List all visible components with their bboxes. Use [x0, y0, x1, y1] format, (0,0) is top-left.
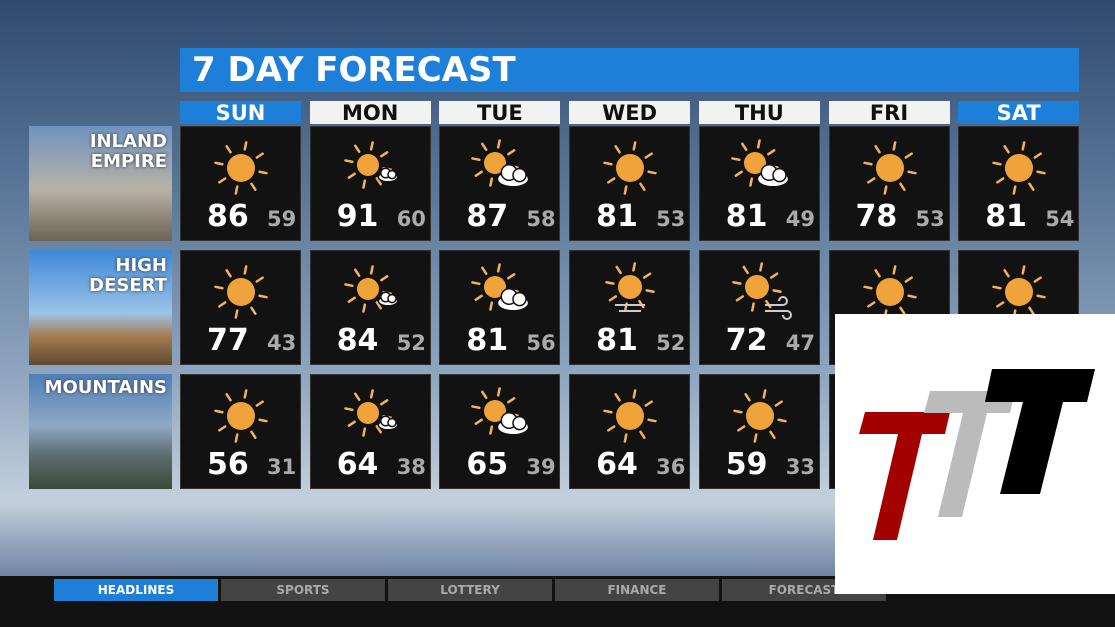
- forecast-cell: 81 52: [569, 250, 691, 365]
- high-temp: 84: [336, 323, 379, 358]
- region-image: MOUNTAINS: [29, 374, 172, 489]
- high-temp: 78: [855, 199, 898, 234]
- forecast-cell: 91 60: [309, 126, 431, 241]
- low-temp: 52: [656, 331, 686, 355]
- day-header-fri: FRI: [828, 101, 950, 125]
- high-temp: 87: [466, 199, 509, 234]
- region-label: INLAND EMPIRE: [89, 131, 167, 172]
- ticker-tab-finance[interactable]: FINANCE: [555, 579, 719, 601]
- sun-icon: [603, 141, 657, 195]
- low-temp: 56: [526, 331, 556, 355]
- low-temp: 52: [396, 331, 426, 355]
- partly-cloudy-icon: [471, 139, 530, 188]
- sun-icon: [992, 141, 1046, 195]
- forecast-cell: 65 39: [439, 374, 561, 489]
- day-header-wed: WED: [569, 101, 691, 125]
- low-temp: 31: [267, 455, 297, 479]
- ticker-tab-sports[interactable]: SPORTS: [221, 579, 385, 601]
- forecast-cell: 84 52: [309, 250, 431, 365]
- low-temp: 36: [656, 455, 686, 479]
- forecast-cell: 81 56: [439, 250, 561, 365]
- forecast-cell: 77 43: [180, 250, 301, 365]
- high-temp: 77: [207, 323, 249, 358]
- low-temp: 59: [267, 207, 297, 231]
- region-label: MOUNTAINS: [44, 377, 167, 398]
- sun-icon: [214, 265, 268, 319]
- high-temp: 81: [466, 323, 509, 358]
- forecast-cell: 59 33: [698, 374, 820, 489]
- high-temp: 64: [596, 447, 638, 482]
- low-temp: 43: [267, 331, 297, 355]
- region-label: HIGH DESERT: [89, 255, 167, 296]
- sun-icon: [992, 265, 1046, 319]
- high-temp: 65: [466, 447, 509, 482]
- forecast-cell: 64 38: [309, 374, 431, 489]
- sun-icon: [733, 389, 787, 443]
- high-temp: 59: [725, 447, 768, 482]
- ttt-logo: [835, 314, 1115, 594]
- low-temp: 47: [785, 331, 816, 355]
- forecast-cell: 72 47: [698, 250, 820, 365]
- sun-wind-icon: [732, 262, 792, 320]
- sun-haze-icon: [605, 262, 655, 312]
- high-temp: 86: [207, 199, 249, 234]
- low-temp: 39: [526, 455, 556, 479]
- high-temp: 81: [596, 323, 638, 358]
- high-temp: 81: [596, 199, 638, 234]
- high-temp: 91: [336, 199, 379, 234]
- sun-small-cloud-icon: [343, 141, 399, 189]
- day-header-sun: SUN: [180, 101, 301, 125]
- forecast-cell: 81 54: [958, 126, 1080, 241]
- forecast-cell: 86 59: [180, 126, 301, 241]
- partly-cloudy-icon: [471, 387, 530, 436]
- forecast-cell: 56 31: [180, 374, 301, 489]
- day-header-sat: SAT: [958, 101, 1080, 125]
- forecast-title: 7 DAY FORECAST: [180, 48, 1079, 92]
- day-header-tue: TUE: [439, 101, 561, 125]
- region-image: HIGH DESERT: [29, 250, 172, 365]
- high-temp: 81: [985, 199, 1027, 234]
- low-temp: 54: [1045, 207, 1075, 231]
- low-temp: 53: [656, 207, 686, 231]
- sun-small-cloud-icon: [343, 265, 399, 313]
- sun-icon: [214, 141, 268, 195]
- forecast-cell: 81 53: [569, 126, 691, 241]
- low-temp: 58: [526, 207, 556, 231]
- forecast-cell: 64 36: [569, 374, 691, 489]
- forecast-cell: 87 58: [439, 126, 561, 241]
- day-header-mon: MON: [309, 101, 431, 125]
- forecast-cell: 78 53: [828, 126, 950, 241]
- low-temp: 49: [785, 207, 816, 231]
- region-image: INLAND EMPIRE: [29, 126, 172, 241]
- ticker-tab-lottery[interactable]: LOTTERY: [388, 579, 552, 601]
- ticker-tab-headlines[interactable]: HEADLINES: [54, 579, 218, 601]
- high-temp: 64: [336, 447, 379, 482]
- partly-cloudy-icon: [731, 139, 790, 188]
- sun-icon: [214, 389, 268, 443]
- low-temp: 33: [785, 455, 816, 479]
- high-temp: 72: [725, 323, 768, 358]
- day-header-thu: THU: [698, 101, 820, 125]
- sun-icon: [862, 141, 917, 195]
- low-temp: 60: [396, 207, 426, 231]
- sun-small-cloud-icon: [343, 389, 399, 437]
- partly-cloudy-icon: [471, 263, 530, 312]
- sun-icon: [603, 389, 657, 443]
- low-temp: 38: [396, 455, 426, 479]
- high-temp: 56: [207, 447, 249, 482]
- forecast-cell: 81 49: [698, 126, 820, 241]
- high-temp: 81: [725, 199, 768, 234]
- low-temp: 53: [915, 207, 945, 231]
